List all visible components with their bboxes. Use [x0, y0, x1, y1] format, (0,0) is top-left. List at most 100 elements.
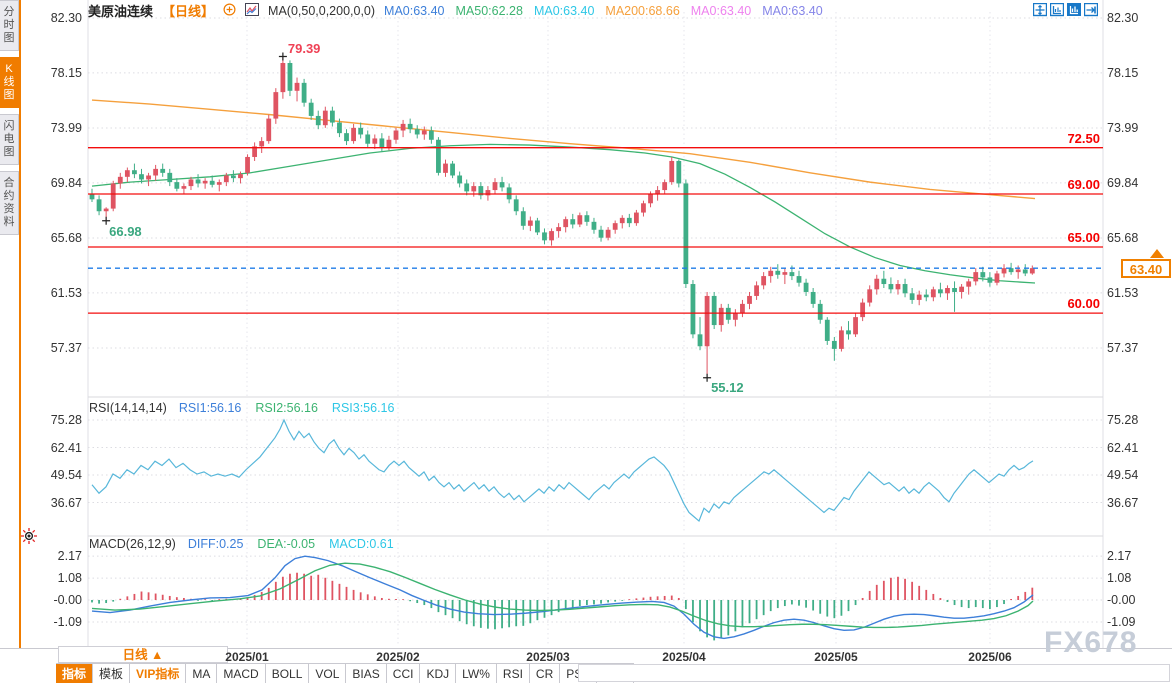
rsi-tick-right-62.41: 62.41: [1107, 440, 1139, 455]
toolbar-empty-strip: [578, 664, 1170, 682]
level-label-60.00: 60.00: [1067, 296, 1100, 312]
macd-tick-right--1.09: -1.09: [1107, 615, 1136, 630]
ma-value-3: MA0:63.40: [533, 3, 595, 18]
price-tick-right-78.15: 78.15: [1107, 65, 1139, 80]
macd-tick-left--0.00: -0.00: [53, 593, 83, 607]
macd-tick-right-1.08: 1.08: [1107, 571, 1132, 586]
macd-tick-left--1.09: -1.09: [53, 615, 83, 630]
toolbar-tab-MA[interactable]: MA: [186, 664, 218, 683]
month-label-2025/02: 2025/02: [376, 650, 420, 664]
period-tag: 【日线】: [162, 4, 215, 19]
macd-tick-right-2.17: 2.17: [1107, 549, 1132, 564]
x-axis-row: [0, 648, 1172, 664]
level-label-72.50: 72.50: [1067, 130, 1100, 146]
price-tick-right-82.30: 82.30: [1107, 11, 1139, 25]
toolbar-tab-MACD[interactable]: MACD: [217, 664, 266, 683]
high-price-annotation: 79.39: [287, 40, 321, 56]
price-tick-right-65.68: 65.68: [1107, 230, 1139, 245]
toolbar-tab-CCI[interactable]: CCI: [387, 664, 421, 683]
sidebar-tab-3[interactable]: 闪电图: [0, 114, 19, 165]
hot-sun-icon[interactable]: [20, 527, 38, 550]
macd-tick-left-2.17: 2.17: [57, 549, 82, 564]
month-label-2025/05: 2025/05: [814, 650, 858, 664]
price-tick-left-61.53: 61.53: [50, 285, 82, 300]
rsi-tick-right-49.54: 49.54: [1107, 468, 1139, 482]
axis-chart-icon[interactable]: [1049, 2, 1065, 17]
macd-legend: DIFF:0.25 DEA:-0.05 MACD:0.61: [188, 537, 394, 551]
macd-title: MACD(26,12,9): [89, 537, 176, 551]
month-label-2025/04: 2025/04: [662, 650, 706, 664]
month-label-2025/01: 2025/01: [225, 650, 269, 664]
macd-value-3: MACD:0.61: [329, 537, 394, 551]
price-tick-right-69.84: 69.84: [1107, 175, 1139, 190]
price-arrow-up-icon: [1150, 249, 1164, 258]
rsi-header: RSI(14,14,14) RSI1:56.16 RSI2:56.16 RSI3:5…: [89, 401, 394, 415]
candlestick-panel-icon[interactable]: [1067, 3, 1081, 17]
rsi-tick-left-62.41: 62.41: [50, 440, 82, 455]
ma-value-4: MA200:68.66: [605, 3, 680, 18]
toolbar-tab-VIP指标[interactable]: VIP指标: [130, 664, 187, 683]
ma-value-2: MA50:62.28: [455, 3, 523, 18]
rsi-tick-left-75.28: 75.28: [50, 413, 82, 427]
rsi-value-1: RSI1:56.16: [178, 401, 242, 415]
toolbar-tab-VOL[interactable]: VOL: [309, 664, 347, 683]
toolbar-tab-指标[interactable]: 指标: [56, 664, 94, 683]
rsi-value-2: RSI2:56.16: [255, 401, 318, 415]
price-tick-right-73.99: 73.99: [1107, 120, 1139, 135]
ma-value-6: MA0:63.40: [762, 3, 823, 18]
toolbar-tab-BIAS[interactable]: BIAS: [346, 664, 387, 683]
sidebar-accent-divider: [19, 0, 21, 648]
indicator-toolbar: 指标 模板 VIP指标 MA MACD BOLL VOL BIAS CCI KDJ LW% RSI CR…: [56, 663, 635, 683]
month-label-2025/06: 2025/06: [968, 650, 1012, 664]
level-label-69.00: 69.00: [1067, 177, 1100, 193]
rsi-tick-left-49.54: 49.54: [50, 468, 82, 482]
toolbar-tab-CR[interactable]: CR: [530, 664, 561, 683]
toolbar-tab-KDJ[interactable]: KDJ: [420, 664, 457, 683]
symbol-name: 美原油连续: [88, 4, 154, 19]
period-dropdown-button[interactable]: 日线 ▲: [58, 646, 228, 663]
price-tick-left-73.99: 73.99: [50, 120, 82, 135]
add-circle-icon[interactable]: [223, 2, 236, 19]
toolbar-tab-模板[interactable]: 模板: [93, 664, 131, 683]
price-tick-right-57.37: 57.37: [1107, 340, 1139, 355]
ma-formula: MA(0,50,0,200,0,0): [268, 3, 376, 18]
low-price-annotation-left: 66.98: [109, 223, 142, 239]
month-label-2025/03: 2025/03: [526, 650, 570, 664]
price-tick-left-69.84: 69.84: [50, 175, 82, 190]
price-tick-left-57.37: 57.37: [50, 340, 82, 355]
macd-header: MACD(26,12,9) DIFF:0.25 DEA:-0.05 MACD:0.6…: [89, 537, 394, 551]
rsi-title: RSI(14,14,14): [89, 401, 167, 415]
watermark: FX678: [1044, 626, 1138, 659]
ma-value-5: MA0:63.40: [690, 3, 752, 18]
level-label-65.00: 65.00: [1067, 229, 1100, 245]
rsi-legend: RSI1:56.16 RSI2:56.16 RSI3:56.16: [179, 401, 395, 415]
indicator-chart-icon[interactable]: [245, 2, 260, 19]
chart-header: 美原油连续 【日线】 MA(0,50,0,200,0,0) MA0:63.40 M…: [88, 2, 823, 19]
sidebar-tab-4[interactable]: 合约资料: [0, 171, 19, 235]
toolbar-tab-BOLL[interactable]: BOLL: [266, 664, 310, 683]
exit-right-icon[interactable]: [1083, 2, 1099, 17]
move-crosshair-icon[interactable]: [1032, 2, 1048, 17]
sidebar-tab-1[interactable]: 分时图: [0, 0, 19, 51]
chart-tool-icons: [1032, 2, 1099, 17]
macd-tick-left-1.08: 1.08: [57, 571, 82, 586]
toolbar-tab-RSI[interactable]: RSI: [497, 664, 530, 683]
rsi-value-3: RSI3:56.16: [331, 401, 395, 415]
price-tick-right-61.53: 61.53: [1107, 285, 1139, 300]
macd-tick-right--0.00: -0.00: [1107, 593, 1136, 607]
price-tick-left-65.68: 65.68: [50, 230, 82, 245]
toolbar-tab-LW%[interactable]: LW%: [456, 664, 497, 683]
price-tick-left-78.15: 78.15: [50, 65, 82, 80]
macd-value-1: DIFF:0.25: [187, 537, 244, 551]
ma-legend: MA0:63.40 MA50:62.28 MA0:63.40 MA200:68.66 M…: [384, 4, 823, 18]
macd-value-2: DEA:-0.05: [257, 537, 316, 551]
low-price-annotation-main: 55.12: [711, 379, 744, 395]
ma-value-1: MA0:63.40: [384, 3, 445, 18]
rsi-tick-right-36.67: 36.67: [1107, 495, 1139, 510]
rsi-tick-left-36.67: 36.67: [50, 495, 82, 510]
current-price-badge: 63.40: [1121, 259, 1171, 278]
